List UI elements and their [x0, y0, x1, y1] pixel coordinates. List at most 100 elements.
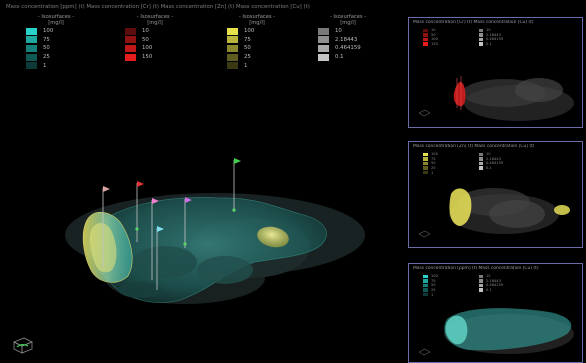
- legend-value: 50: [142, 36, 149, 43]
- legend-swatch: [26, 27, 37, 35]
- legend-rows: 10 2.18443 0.464159 0.1: [318, 27, 378, 61]
- legend-swatch: [318, 44, 329, 52]
- legend-value: 1: [43, 62, 47, 69]
- legend-row: 10: [479, 152, 503, 157]
- legend-swatch: [479, 152, 483, 156]
- thumbnail-view-zn[interactable]: Mass concentration [Zn] (t) Mass concent…: [408, 141, 583, 248]
- legend-swatch: [423, 274, 428, 278]
- legend-swatch: [318, 53, 329, 61]
- legend-value: 25: [431, 166, 436, 171]
- legend-row: 0.464159: [479, 161, 503, 166]
- legend-rows: 100 75 50 25 1: [227, 27, 287, 70]
- legend-zn: - Isosurfaces - [mg/l] 100 75 50 25 1: [227, 14, 287, 70]
- legend-swatch: [479, 283, 483, 288]
- legend-swatch: [479, 33, 483, 37]
- well-marker-3[interactable]: [151, 198, 159, 280]
- legend-swatch: [125, 53, 136, 61]
- legend-swatch: [423, 283, 428, 288]
- legend-swatch: [423, 28, 428, 32]
- legend-row: 0.1: [479, 166, 503, 171]
- legend-swatch: [479, 161, 483, 166]
- legend-value: 2.18443: [335, 36, 358, 43]
- legend-row: 25: [423, 288, 438, 293]
- legend-swatch: [227, 27, 238, 35]
- legend-swatch: [423, 42, 428, 46]
- legend-swatch: [479, 166, 483, 170]
- main-view-title: Mass concentration [ppm] (t) Mass concen…: [6, 4, 310, 10]
- main-3d-view[interactable]: Mass concentration [ppm] (t) Mass concen…: [0, 0, 402, 363]
- thumbnail-view-cr[interactable]: Mass concentration [Cr] (t) Mass concent…: [408, 17, 583, 128]
- legend-swatch: [423, 33, 428, 37]
- legend-header: - Isosurfaces -: [238, 14, 276, 20]
- well-marker-6[interactable]: [232, 158, 241, 212]
- thumbnail-legend: 10 50 100 150: [423, 28, 438, 46]
- legend-value: 0.464159: [335, 45, 361, 52]
- legend-row: 2.18443: [318, 36, 378, 45]
- legend-row: 25: [227, 53, 287, 62]
- legend-value: 1: [244, 62, 248, 69]
- thumbnail-title: Mass concentration [Cr] (t) Mass concent…: [413, 20, 534, 25]
- legend-swatch: [125, 36, 136, 44]
- well-marker-1[interactable]: [102, 186, 110, 268]
- legend-swatch: [479, 288, 483, 292]
- legend-row: 75: [423, 157, 438, 162]
- legend-value: 0.1: [486, 288, 492, 293]
- inner-structures: [118, 246, 253, 298]
- orientation-cube-icon[interactable]: [12, 336, 34, 354]
- legend-row: 75: [26, 36, 86, 45]
- legend-swatch: [423, 170, 428, 175]
- thumbnail-legend: 100 75 50 25 1: [423, 152, 438, 175]
- thumbnail-title: Mass concentration [ppm] (t) Mass concen…: [413, 266, 539, 271]
- legend-row: 1: [227, 61, 287, 70]
- legend-value: 75: [244, 36, 251, 43]
- legend-value: 100: [142, 45, 153, 52]
- well-marker-4[interactable]: [156, 226, 164, 290]
- legend-value: 1: [431, 170, 434, 175]
- legend-value: 10: [431, 28, 436, 33]
- legend-header: - Isosurfaces -: [136, 14, 174, 20]
- viewport-3d-scene[interactable]: [0, 0, 402, 363]
- thumbnail-view-ppm[interactable]: Mass concentration [ppm] (t) Mass concen…: [408, 263, 583, 363]
- legend-swatch: [318, 36, 329, 44]
- legend-swatch: [423, 288, 428, 292]
- legend-row: 2.18443: [479, 279, 503, 284]
- legend-row: 50: [227, 44, 287, 53]
- legend-value: 100: [431, 37, 438, 42]
- legend-value: 0.1: [486, 42, 492, 47]
- legend-value: 10: [486, 274, 491, 279]
- legend-row: 2.18443: [479, 157, 503, 162]
- legend-value: 0.1: [335, 54, 344, 61]
- legend-row: 1: [423, 292, 438, 297]
- legend-value: 100: [244, 28, 255, 35]
- legend-value: 100: [431, 152, 438, 157]
- legend-value: 150: [431, 42, 438, 47]
- legend-value: 100: [43, 28, 54, 35]
- legend-unit: [mg/l]: [147, 20, 163, 26]
- legend-value: 75: [43, 36, 50, 43]
- legend-swatch: [227, 62, 238, 70]
- legend-header: - Isosurfaces -: [329, 14, 367, 20]
- thumbnail-legend-secondary: 10 2.18443 0.464159 0.1: [479, 152, 503, 170]
- legend-row: 10: [318, 27, 378, 36]
- legend-value: 10: [335, 28, 342, 35]
- legend-row: 10: [479, 28, 503, 33]
- legend-row: 100: [125, 44, 185, 53]
- well-marker-2[interactable]: [135, 181, 144, 242]
- legend-swatch: [125, 27, 136, 35]
- legend-swatch: [479, 37, 483, 42]
- legend-value: 0.464159: [486, 37, 504, 42]
- thumbnail-scene: [418, 76, 574, 121]
- legend-value: 50: [43, 45, 50, 52]
- legend-swatch: [26, 44, 37, 52]
- well-marker-5[interactable]: [183, 197, 192, 248]
- legend-swatch: [479, 157, 483, 161]
- thumbnail-legend-secondary: 10 2.18443 0.464159 0.1: [479, 274, 503, 292]
- legend-swatch: [227, 53, 238, 61]
- legend-row: 1: [423, 170, 438, 175]
- legend-value: 1: [431, 292, 434, 297]
- legend-unit: [mg/l]: [249, 20, 265, 26]
- legend-row: 50: [423, 283, 438, 288]
- legend-row: 100: [227, 27, 287, 36]
- legend-swatch: [423, 166, 428, 170]
- legend-row: 50: [423, 161, 438, 166]
